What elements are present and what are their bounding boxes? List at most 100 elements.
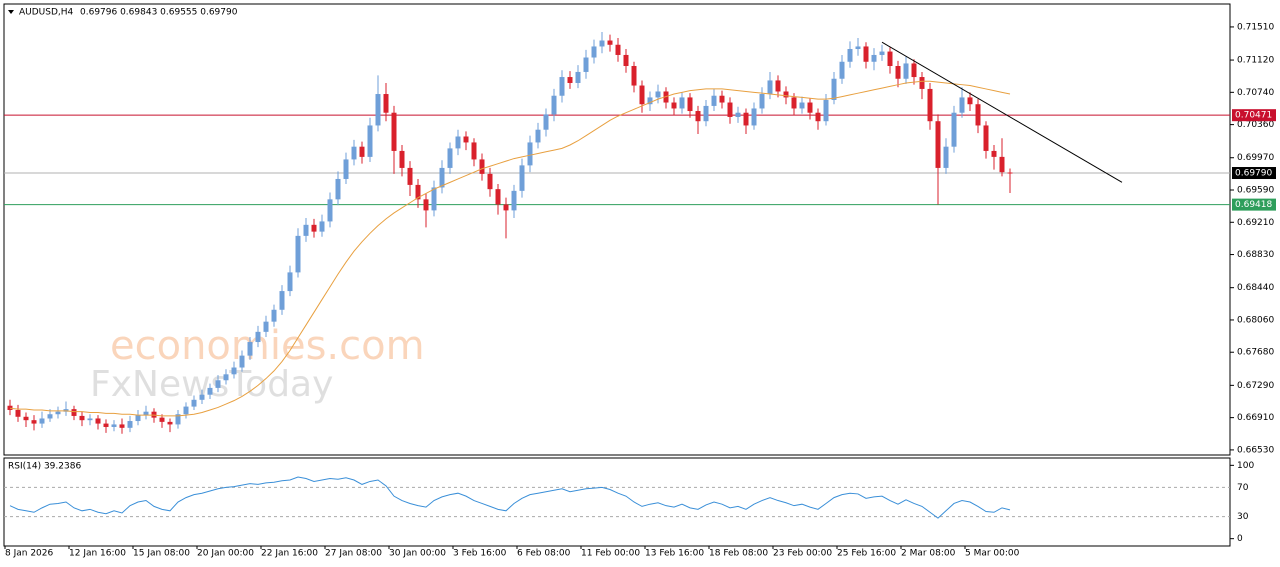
candle-body xyxy=(463,136,469,143)
candle-body xyxy=(279,291,285,310)
symbol: AUDUSD,H4 xyxy=(19,8,74,18)
candle-body xyxy=(871,54,877,62)
price-panel xyxy=(3,3,1231,456)
candle-body xyxy=(287,272,293,292)
y-tick-label: 0.68440 xyxy=(1237,283,1274,293)
price-label: 0.70471 xyxy=(1235,111,1272,121)
candle-body xyxy=(183,406,189,415)
candle-body xyxy=(31,420,37,424)
candle-body xyxy=(879,51,885,55)
x-tick-label: 27 Jan 08:00 xyxy=(325,549,382,559)
candle-body xyxy=(215,380,221,388)
candle-body xyxy=(335,178,341,200)
candle-body xyxy=(791,97,797,109)
candle-body xyxy=(887,51,893,67)
menu-arrow[interactable] xyxy=(8,10,14,14)
candle-body xyxy=(815,112,821,122)
candle-body xyxy=(839,61,845,79)
candle-body xyxy=(711,95,717,106)
candle-body xyxy=(7,405,13,410)
y-tick-label: 0.71510 xyxy=(1237,22,1274,32)
price-label-box xyxy=(1232,109,1276,122)
candle-body xyxy=(911,63,917,78)
x-tick-label: 6 Feb 08:00 xyxy=(517,549,571,559)
candle-body xyxy=(383,94,389,113)
candle-body xyxy=(327,199,333,222)
candle-body xyxy=(311,224,317,232)
y-tick-label: 0.68060 xyxy=(1237,315,1274,325)
candle-body xyxy=(55,411,61,415)
candle-body xyxy=(991,150,997,157)
x-tick-label: 11 Feb 00:00 xyxy=(581,549,640,559)
candle-body xyxy=(535,129,541,143)
candle-body xyxy=(735,112,741,117)
candle-body xyxy=(239,355,245,368)
candle-body xyxy=(671,102,677,109)
candle-body xyxy=(15,409,21,417)
candle-body xyxy=(855,46,861,50)
x-tick-label: 13 Feb 16:00 xyxy=(645,549,704,559)
x-tick-label: 15 Jan 08:00 xyxy=(133,549,190,559)
candle-body xyxy=(527,142,533,166)
candle-body xyxy=(375,94,381,126)
price-label-box xyxy=(1232,167,1276,180)
candle-body xyxy=(847,49,853,62)
candle-body xyxy=(39,418,45,424)
candle-body xyxy=(655,91,661,98)
candle-body xyxy=(23,416,29,421)
candle-body xyxy=(831,78,837,100)
candle-body xyxy=(543,114,549,130)
candle-body xyxy=(255,331,261,343)
candle-body xyxy=(935,121,941,168)
candle-body xyxy=(407,167,413,185)
rsi-panel xyxy=(3,457,1231,547)
candle-body xyxy=(927,88,933,122)
candle-body xyxy=(159,417,165,422)
x-tick-label: 3 Feb 16:00 xyxy=(453,549,507,559)
candle-body xyxy=(551,95,557,115)
candle-body xyxy=(399,150,405,168)
x-tick-label: 25 Feb 16:00 xyxy=(837,549,896,559)
candle-body xyxy=(431,187,437,211)
y-tick-label: 0.71120 xyxy=(1237,56,1274,66)
candle-body xyxy=(719,95,725,103)
candle-body xyxy=(951,112,957,147)
candle-body xyxy=(647,97,653,105)
x-tick-label: 30 Jan 00:00 xyxy=(389,549,446,559)
candle-body xyxy=(503,204,509,211)
price-label-box xyxy=(1232,198,1276,211)
y-tick-label: 0.70360 xyxy=(1237,120,1274,130)
candle-body xyxy=(575,71,581,83)
candle-body xyxy=(679,97,685,109)
candle-body xyxy=(71,409,77,416)
candle-body xyxy=(623,54,629,67)
candle-body xyxy=(47,414,53,419)
candle-body xyxy=(343,159,349,179)
candle-body xyxy=(799,102,805,109)
candle-body xyxy=(751,108,757,126)
candle-body xyxy=(919,77,925,89)
candle-body xyxy=(119,424,125,428)
y-tick-label: 0.67680 xyxy=(1237,348,1274,358)
price-label: 0.69418 xyxy=(1235,200,1272,210)
rsi-tick-label: 30 xyxy=(1237,512,1249,522)
candle-body xyxy=(631,66,637,86)
rsi-line xyxy=(9,476,1011,519)
candle-body xyxy=(607,40,613,45)
candle-body xyxy=(975,104,981,126)
candle-body xyxy=(639,85,645,105)
y-tick-label: 0.67290 xyxy=(1237,381,1274,391)
x-tick-label: 8 Jan 2026 xyxy=(5,549,53,559)
candle-body xyxy=(423,199,429,211)
candle-body xyxy=(695,111,701,122)
candle-body xyxy=(759,94,765,109)
candle-body xyxy=(367,125,373,157)
candle-body xyxy=(863,46,869,62)
candle-body xyxy=(455,136,461,149)
candle-body xyxy=(823,99,829,122)
y-tick-label: 0.68830 xyxy=(1237,250,1274,260)
candle-body xyxy=(303,224,309,236)
x-tick-label: 20 Jan 00:00 xyxy=(197,549,254,559)
y-tick-label: 0.66910 xyxy=(1237,413,1274,423)
price-label: 0.69790 xyxy=(1235,169,1272,179)
